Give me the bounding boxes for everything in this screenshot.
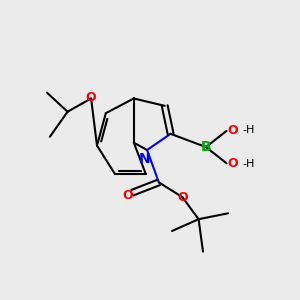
Text: O: O	[227, 157, 238, 170]
Text: -H: -H	[243, 159, 255, 169]
Text: O: O	[85, 92, 96, 104]
Text: -H: -H	[243, 125, 255, 135]
Text: O: O	[178, 191, 188, 204]
Text: O: O	[123, 189, 133, 202]
Text: N: N	[139, 152, 151, 166]
Text: B: B	[201, 140, 211, 154]
Text: O: O	[227, 124, 238, 137]
